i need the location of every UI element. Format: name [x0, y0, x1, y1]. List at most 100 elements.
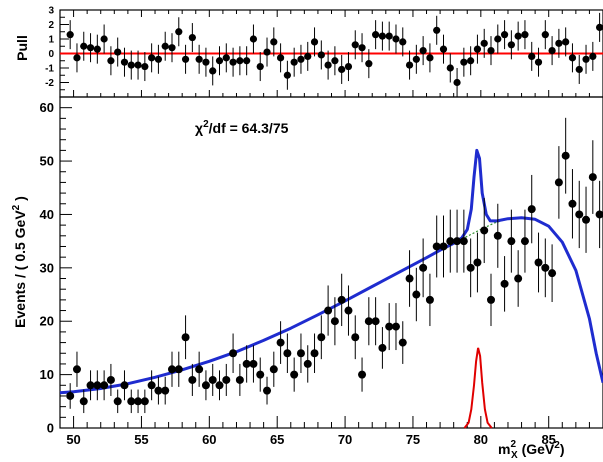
- data-point: [154, 386, 163, 395]
- data-point: [595, 210, 603, 219]
- pull-point: [351, 41, 359, 49]
- pull-panel: Pull 3 2 1 0 -1 -2: [14, 6, 603, 98]
- data-point: [425, 295, 434, 304]
- data-point: [330, 317, 339, 326]
- pull-point: [467, 57, 475, 65]
- data-point: [79, 397, 88, 406]
- pull-point: [229, 58, 237, 66]
- data-point: [554, 178, 563, 187]
- data-point: [303, 359, 312, 368]
- pull-axes: 3 2 1 0 -1 -2: [45, 6, 590, 98]
- pull-point: [446, 64, 454, 72]
- pull-point: [154, 55, 163, 63]
- pull-point: [188, 33, 196, 42]
- data-point: [480, 226, 489, 235]
- data-point: [487, 295, 496, 304]
- data-point: [364, 317, 373, 326]
- data-point: [582, 215, 591, 224]
- main-y-tick-label: 10: [40, 367, 54, 382]
- data-point: [134, 397, 143, 406]
- pull-point: [195, 55, 203, 63]
- main-x-tick-label: 85: [541, 432, 555, 447]
- data-point: [439, 242, 448, 251]
- pull-point: [276, 54, 285, 62]
- pull-point: [426, 54, 434, 62]
- pull-point: [175, 28, 183, 36]
- pull-point: [555, 39, 563, 47]
- data-point: [473, 258, 482, 267]
- xlabel-sup: 2: [510, 439, 516, 450]
- pull-point: [358, 44, 366, 52]
- data-point: [120, 381, 129, 390]
- data-point: [378, 343, 387, 352]
- data-point: [405, 274, 414, 283]
- main-y-tick-label: 30: [40, 260, 54, 275]
- pull-point: [541, 31, 549, 39]
- data-point: [269, 365, 278, 374]
- pull-point: [405, 61, 414, 69]
- pull-point: [385, 32, 393, 40]
- data-point: [290, 370, 299, 379]
- pull-point: [528, 52, 536, 61]
- data-point: [100, 381, 109, 390]
- pull-point: [80, 42, 88, 50]
- data-point: [222, 375, 231, 384]
- data-point: [317, 333, 326, 342]
- pull-point: [66, 31, 74, 39]
- pull-point: [453, 78, 461, 87]
- data-point: [351, 333, 360, 342]
- data-point: [181, 333, 190, 342]
- data-point: [453, 237, 462, 246]
- pull-point: [433, 26, 441, 34]
- data-point: [507, 237, 516, 246]
- pull-point: [378, 32, 387, 40]
- data-point: [446, 237, 455, 246]
- xlabel-unit: (GeV: [518, 441, 555, 457]
- main-ylabel-sup: 2: [11, 204, 22, 210]
- data-point: [229, 349, 238, 358]
- pull-point: [562, 38, 570, 46]
- data-point: [86, 381, 95, 390]
- data-point: [371, 317, 380, 326]
- data-point: [514, 274, 523, 283]
- pull-point: [100, 35, 108, 43]
- data-point: [561, 151, 570, 160]
- data-point: [432, 242, 441, 251]
- data-point: [66, 391, 75, 400]
- pull-point: [392, 35, 400, 43]
- pull-point: [338, 65, 346, 74]
- pull-point: [256, 62, 264, 71]
- main-axes: 0 10 20 30 40 50 60 50 55 60 65 70 75 80 85: [40, 96, 590, 447]
- pull-point: [480, 39, 488, 47]
- data-point: [242, 359, 251, 368]
- pull-point: [317, 51, 325, 59]
- pull-point: [202, 58, 210, 66]
- data-point: [500, 279, 509, 288]
- main-y-tick-label: 0: [47, 421, 54, 436]
- data-point: [249, 359, 258, 368]
- background-curve: [426, 218, 509, 259]
- signal-curve: [463, 347, 493, 429]
- pull-point: [93, 45, 101, 53]
- data-point: [310, 349, 319, 358]
- main-xlabel: m2 X (GeV2): [498, 439, 565, 461]
- pull-point: [120, 58, 129, 66]
- data-point: [106, 375, 115, 384]
- data-point: [358, 370, 367, 379]
- pull-point: [399, 38, 407, 46]
- data-point: [588, 173, 597, 182]
- main-ylabel-close: ): [12, 196, 28, 205]
- pull-point: [86, 44, 95, 52]
- pull-points: [66, 12, 603, 97]
- main-x-tick-label: 70: [338, 432, 352, 447]
- pull-ylabel: Pull: [14, 35, 30, 61]
- data-point: [568, 199, 577, 208]
- data-point: [215, 381, 224, 390]
- data-point: [419, 263, 428, 272]
- data-point: [174, 365, 183, 374]
- pull-point: [215, 57, 224, 65]
- main-y-tick-label: 40: [40, 207, 54, 222]
- pull-y-tick-label: -1: [45, 64, 54, 75]
